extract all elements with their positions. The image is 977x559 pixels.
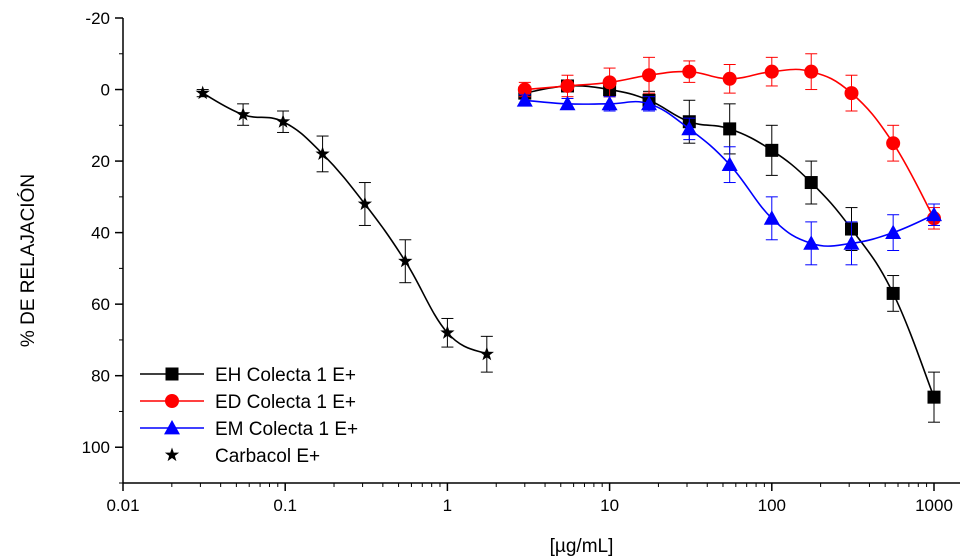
series-2 (516, 92, 942, 266)
x-tick-label: 100 (758, 496, 786, 515)
data-point (517, 82, 532, 97)
legend-marker (165, 394, 179, 408)
data-point (560, 78, 575, 93)
data-point (440, 325, 455, 339)
y-tick-label: 20 (91, 152, 110, 171)
data-point (763, 210, 780, 225)
data-point (641, 95, 658, 111)
y-tick-label: 80 (91, 367, 110, 386)
data-point (601, 95, 618, 111)
data-point (886, 286, 900, 300)
series-1 (517, 53, 941, 230)
legend: EH Colecta 1 E+ ED Colecta 1 E+ EM Colecta… (140, 365, 358, 467)
x-tick-label: 1000 (915, 496, 953, 515)
data-point (398, 253, 413, 268)
legend-label: ED Colecta 1 E+ (215, 392, 356, 413)
legend-label: EH Colecta 1 E+ (215, 365, 356, 386)
legend-label: EM Colecta 1 E+ (215, 419, 358, 440)
data-point (559, 95, 576, 111)
x-tick-label: 10 (600, 496, 619, 515)
data-point (721, 156, 738, 172)
data-point (681, 120, 698, 136)
x-axis-title: [µg/mL] (550, 536, 614, 557)
x-tick-label: 0.01 (106, 496, 139, 515)
data-point (926, 206, 942, 222)
legend-marker (164, 447, 180, 462)
data-point (315, 146, 330, 160)
data-point (722, 71, 737, 86)
data-point (927, 390, 941, 404)
legend-marker (164, 420, 180, 435)
x-tick-label: 1 (443, 496, 452, 515)
data-point (804, 64, 819, 79)
data-point (765, 143, 779, 157)
data-point (843, 235, 860, 250)
data-point (844, 86, 859, 101)
y-tick-label: 40 (91, 224, 110, 243)
y-tick-label: 0 (101, 81, 110, 100)
y-tick-label: 60 (91, 295, 110, 314)
data-point (886, 136, 901, 151)
axes: -20 0 20 40 60 80 100 0.01 0.1 1 10 100 1000 (82, 9, 960, 515)
legend-label: Carbacol E+ (215, 446, 320, 467)
series-line (202, 92, 488, 355)
data-point (642, 68, 657, 83)
series-layer (195, 53, 942, 423)
data-point (516, 92, 533, 107)
data-point (479, 346, 494, 361)
data-point (682, 64, 697, 79)
data-point (195, 85, 210, 100)
y-axis-title: % DE RELAJACIÓN (17, 174, 39, 347)
data-point (602, 75, 617, 90)
data-point (357, 196, 373, 211)
y-tick-label: 100 (82, 438, 110, 457)
y-tick-label: -20 (85, 9, 110, 28)
data-point (804, 176, 818, 190)
x-tick-label: 0.1 (273, 496, 297, 515)
series-0 (518, 79, 941, 423)
data-point (275, 114, 291, 128)
data-point (723, 122, 737, 136)
data-point (764, 64, 779, 79)
data-point (235, 107, 251, 121)
series-3 (195, 85, 494, 373)
data-point (885, 224, 902, 240)
data-point (803, 235, 820, 250)
legend-marker (165, 367, 179, 381)
